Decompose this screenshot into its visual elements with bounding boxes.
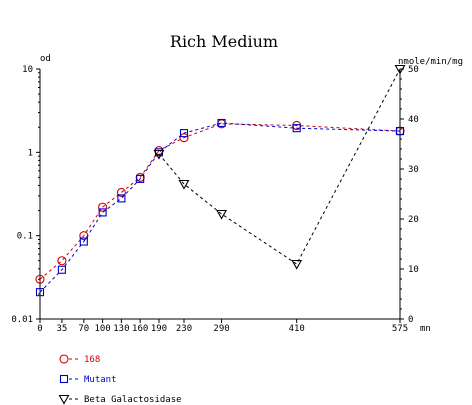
x-tick-label: 190: [151, 324, 167, 334]
x-tick-label: 70: [78, 324, 89, 334]
series-layer: [35, 64, 406, 297]
series-2: [35, 118, 405, 297]
data-point: [79, 237, 88, 246]
data-point: [57, 256, 67, 266]
right-tick-label: 0: [408, 315, 413, 325]
right-axis-label: nmole/min/mg: [398, 57, 463, 67]
data-point: [136, 174, 145, 183]
left-axis-label: od: [40, 54, 51, 64]
series-line: [158, 68, 401, 265]
series-line: [39, 122, 401, 293]
data-point: [117, 194, 126, 203]
x-tick-label: 130: [113, 324, 129, 334]
legend-marker: [58, 394, 70, 405]
legend-marker: [59, 354, 69, 364]
data-point: [179, 129, 189, 138]
data-point: [291, 259, 303, 270]
data-point: [216, 209, 228, 220]
data-point: [217, 118, 226, 128]
x-tick-label: 290: [213, 324, 229, 334]
right-tick-label: 20: [408, 215, 419, 225]
x-tick-label: 35: [56, 324, 67, 334]
data-point: [179, 133, 189, 143]
data-point: [395, 127, 405, 136]
x-axis-ticks: 0 35 70 100 130 160 190 230 290 410 575: [37, 319, 408, 334]
data-point: [57, 265, 66, 274]
data-point: [35, 274, 45, 284]
left-tick-label: 1: [28, 148, 33, 158]
x-tick-label: 230: [176, 324, 192, 334]
data-point: [98, 202, 108, 212]
x-tick-label: 575: [392, 324, 408, 334]
series-line: [39, 123, 401, 280]
x-tick-label: 0: [37, 324, 42, 334]
x-tick-label: 160: [132, 324, 148, 334]
data-point: [394, 64, 406, 75]
x-tick-label: 410: [289, 324, 305, 334]
legend-item: Beta Galactosidase: [58, 394, 182, 405]
legend-label: Mutant: [84, 375, 117, 385]
chart-title: Rich Medium: [170, 32, 278, 51]
series-1: [35, 119, 405, 284]
data-point: [98, 208, 107, 217]
data-point: [116, 187, 126, 198]
left-axis-ticks: 0.01 0.1 1 10: [11, 65, 40, 325]
legend-item: 168: [59, 354, 100, 365]
legend: 168 Mutant Beta Galactosidase: [58, 354, 182, 405]
data-point: [178, 179, 190, 190]
right-tick-label: 50: [408, 65, 419, 75]
legend-label: 168: [84, 355, 100, 365]
legend-item: Mutant: [59, 374, 117, 385]
data-point: [35, 288, 45, 297]
right-tick-label: 30: [408, 165, 419, 175]
left-tick-label: 10: [22, 65, 33, 75]
data-point: [153, 149, 165, 160]
left-tick-label: 0.1: [17, 232, 33, 242]
x-unit-label: mn: [420, 324, 431, 334]
legend-label: Beta Galactosidase: [84, 395, 182, 405]
left-tick-label: 0.01: [11, 315, 33, 325]
series-3: [153, 64, 406, 270]
x-tick-label: 100: [94, 324, 110, 334]
right-tick-label: 40: [408, 115, 419, 125]
data-point: [292, 124, 301, 133]
right-tick-label: 10: [408, 265, 419, 275]
legend-marker: [59, 374, 69, 384]
right-axis-ticks: 0 10 20 30 40 50: [400, 65, 419, 325]
